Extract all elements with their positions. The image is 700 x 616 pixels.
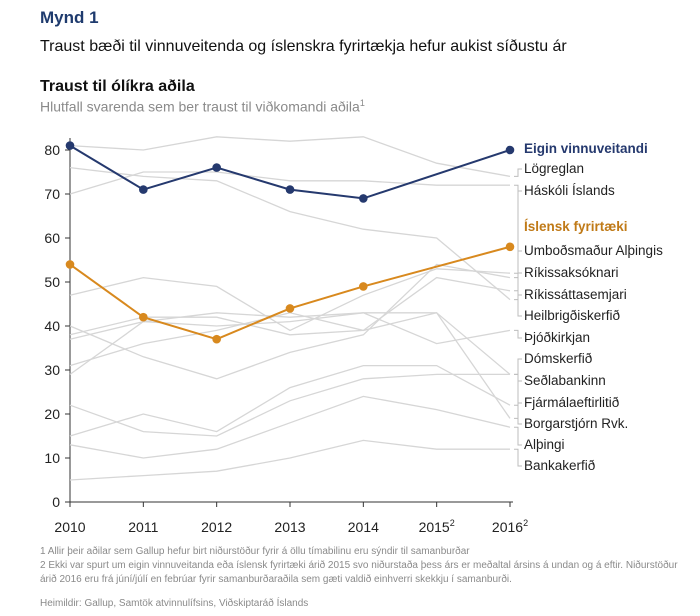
label-connector-umbodsmadur-althingis	[514, 184, 522, 252]
label-connector-heilbrigdiskerfid	[514, 277, 522, 317]
series-line-islensk-fyrirtaeki	[69, 245, 511, 341]
series-line-althingi	[69, 395, 511, 459]
y-tick-label: 50	[44, 274, 60, 290]
y-tick-label: 20	[44, 406, 60, 422]
series-label-rikissaksoknari: Ríkissaksóknari	[524, 265, 619, 280]
x-tick-label: 2011	[128, 519, 158, 535]
series-label-althingi: Alþingi	[524, 437, 565, 452]
series-line-fjarmalaeftirlitid	[69, 373, 510, 437]
series-label-domskerfid: Dómskerfið	[524, 351, 592, 366]
x-tick-label: 2013	[274, 519, 305, 535]
label-connector-fjarmalaeftirlitid	[514, 373, 522, 404]
series-line-heilbrigdiskerfid	[69, 263, 511, 380]
data-point-eigin-vinnuveitandi	[359, 194, 368, 203]
x-tick-label: 20162	[492, 518, 528, 535]
series-label-islensk-fyrirtaeki: Íslensk fyrirtæki	[524, 219, 628, 234]
source-note: Heimildir: Gallup, Samtök atvinnulífsins…	[40, 598, 309, 609]
footnote-2: 2 Ekki var spurt um eigin vinnuveitanda …	[40, 560, 678, 585]
data-point-islensk-fyrirtaeki	[285, 304, 295, 313]
data-point-eigin-vinnuveitandi	[505, 145, 515, 155]
footnote-1: 1 Allir þeir aðilar sem Gallup hefur bir…	[40, 546, 470, 557]
label-connector-logreglan	[514, 168, 522, 177]
series-label-fjarmalaeftirlitid: Fjármálaeftirlitið	[524, 395, 619, 410]
footnotes: 1 Allir þeir aðilar sem Gallup hefur bir…	[40, 545, 680, 587]
series-label-haskoli-islands: Háskóli Íslands	[524, 183, 615, 198]
series-line-sedlabankinn	[69, 312, 511, 375]
series-label-bankakerfid: Bankakerfið	[524, 458, 595, 473]
y-tick-label: 60	[44, 230, 60, 246]
figure-label: Mynd 1	[40, 8, 99, 27]
data-point-eigin-vinnuveitandi	[285, 185, 295, 194]
series-line-umbodsmadur-althingis	[69, 171, 510, 195]
series-label-heilbrigdiskerfid: Heilbrigðiskerfið	[524, 308, 620, 323]
x-tick-label: 20152	[419, 518, 455, 535]
x-tick-label: 2014	[348, 519, 379, 535]
series-label-umbodsmadur-althingis: Umboðsmaður Alþingis	[524, 243, 663, 258]
series-line-bankakerfid	[69, 439, 510, 481]
figure-title: Traust bæði til vinnuveitenda og íslensk…	[40, 38, 567, 55]
series-label-sedlabankinn: Seðlabankinn	[524, 373, 606, 388]
data-point-islensk-fyrirtaeki	[139, 312, 148, 322]
data-point-islensk-fyrirtaeki	[65, 260, 75, 269]
data-point-islensk-fyrirtaeki	[505, 242, 515, 252]
series-line-thjodkirkjan	[69, 312, 511, 345]
series-label-rikissattasemjari: Ríkissáttasemjari	[524, 287, 627, 302]
series-line-rikissaksoknari	[69, 268, 511, 332]
label-connector-borgarstjorn-rvk	[514, 404, 522, 425]
x-tick-label: 2010	[54, 519, 85, 535]
y-tick-label: 30	[44, 362, 60, 378]
series-line-domskerfid	[69, 312, 511, 419]
chart-title: Traust til ólíkra aðila	[40, 78, 195, 95]
label-connector-althingi	[514, 426, 522, 446]
data-point-eigin-vinnuveitandi	[139, 185, 148, 194]
chart-subtitle-text: Hlutfall svarenda sem ber traust til við…	[40, 98, 360, 115]
series-label-logreglan: Lögreglan	[524, 161, 584, 176]
label-connector-bankakerfid	[514, 448, 522, 467]
y-tick-label: 40	[44, 318, 60, 334]
x-tick-label: 2012	[201, 519, 232, 535]
y-tick-label: 70	[44, 186, 60, 202]
y-tick-label: 0	[52, 494, 60, 510]
data-point-islensk-fyrirtaeki	[359, 282, 368, 291]
y-tick-label: 80	[44, 142, 60, 158]
label-connector-thjodkirkjan	[514, 329, 522, 339]
series-line-borgarstjorn-rvk	[69, 364, 511, 437]
series-label-borgarstjorn-rvk: Borgarstjórn Rvk.	[524, 416, 628, 431]
data-point-eigin-vinnuveitandi	[65, 141, 75, 150]
y-tick-label: 10	[44, 450, 60, 466]
data-point-islensk-fyrirtaeki	[212, 334, 221, 344]
series-label-thjodkirkjan: Þjóðkirkjan	[524, 330, 590, 345]
line-chart: 0 10 20 30 40 50 60 70 80 2010 2011 2012 2013 2014 201…	[44, 136, 663, 535]
chart-subtitle-note: 1	[359, 98, 365, 108]
series-line-logreglan	[69, 136, 511, 178]
series-line-eigin-vinnuveitandi	[69, 144, 511, 200]
series-line-haskoli-islands	[69, 166, 511, 301]
data-point-eigin-vinnuveitandi	[212, 163, 221, 172]
chart-subtitle: Hlutfall svarenda sem ber traust til við…	[40, 98, 365, 115]
series-label-eigin-vinnuveitandi: Eigin vinnuveitandi	[524, 141, 648, 156]
